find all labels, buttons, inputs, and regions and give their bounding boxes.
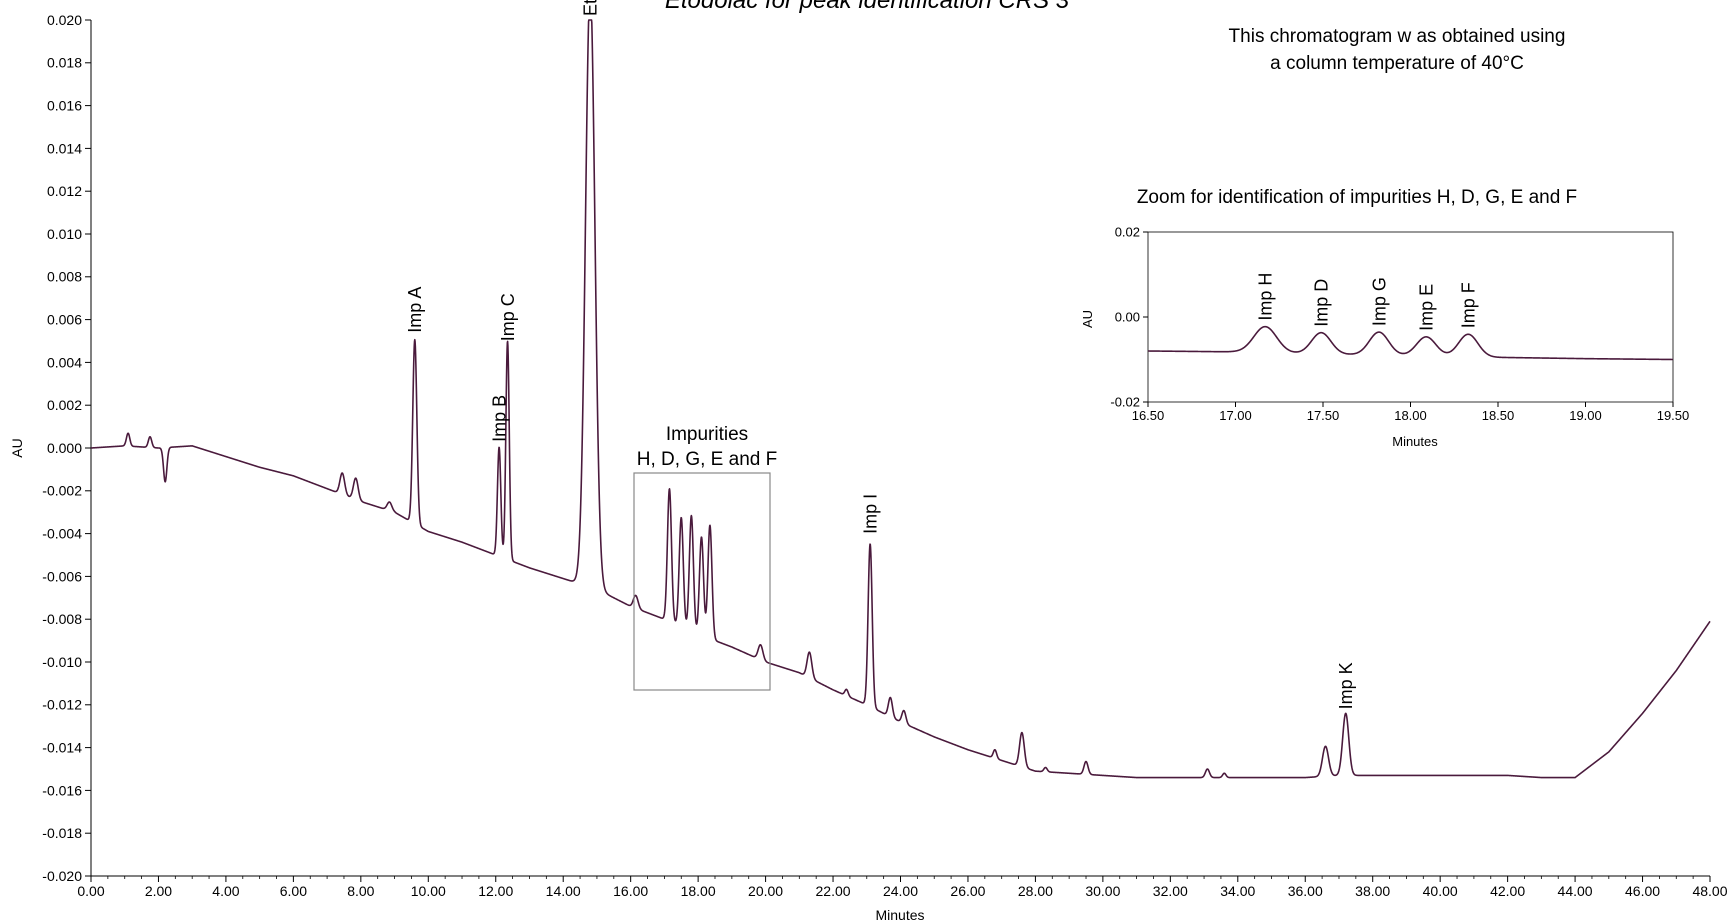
- main-y-tick-label: 0.000: [47, 440, 82, 456]
- main-peak-labels: Imp A Imp B Imp C Etodolac Imp I Imp K: [405, 0, 1356, 709]
- inset-peak-label: Imp E: [1417, 284, 1437, 331]
- main-y-tick-label: 0.014: [47, 140, 82, 156]
- inset-trace: [1147, 325, 1674, 361]
- main-x-tick-label: 34.00: [1220, 883, 1255, 899]
- main-x-tick-label: 40.00: [1423, 883, 1458, 899]
- inset-peak-label: Imp G: [1369, 277, 1389, 326]
- main-x-tick-label: 14.00: [546, 883, 581, 899]
- main-x-tick-label: 10.00: [411, 883, 446, 899]
- main-x-tick-label: 6.00: [280, 883, 307, 899]
- main-x-tick-label: 20.00: [748, 883, 783, 899]
- inset-x-tick-label: 17.00: [1219, 408, 1252, 423]
- x-axis-label: Minutes: [875, 907, 924, 923]
- impurities-group-label-line1: Impurities: [666, 424, 748, 445]
- main-peak-label: Imp A: [405, 287, 425, 333]
- main-x-tick-label: 24.00: [883, 883, 918, 899]
- inset-peak-labels: Imp H Imp D Imp G Imp E Imp F: [1256, 273, 1479, 331]
- main-x-tick-label: 36.00: [1288, 883, 1323, 899]
- main-x-tick-label: 2.00: [145, 883, 172, 899]
- main-x-tick-label: 46.00: [1625, 883, 1660, 899]
- main-peak-label: Imp B: [489, 395, 509, 442]
- main-y-tick-label: 0.008: [47, 269, 82, 285]
- y-axis-label: AU: [9, 438, 25, 457]
- main-x-tick-label: 48.00: [1692, 883, 1727, 899]
- method-note-line1: This chromatogram w as obtained using: [1229, 26, 1566, 47]
- main-y-tick-label: -0.016: [42, 782, 82, 798]
- main-y-tick-label: -0.002: [42, 483, 82, 499]
- chart-title: Etodolac for peak identification CRS 3: [665, 0, 1070, 14]
- inset-y-tick-label: 0.02: [1115, 225, 1140, 240]
- main-x-tick-label: 42.00: [1490, 883, 1525, 899]
- inset-y-tick-label: -0.02: [1110, 395, 1140, 410]
- method-note-line2: a column temperature of 40°C: [1270, 53, 1524, 74]
- main-x-tick-label: 18.00: [681, 883, 716, 899]
- inset-title: Zoom for identification of impurities H,…: [1137, 187, 1577, 208]
- inset-x-tick-label: 18.00: [1394, 408, 1427, 423]
- main-y-tick-label: 0.002: [47, 397, 82, 413]
- main-x-tick-label: 0.00: [77, 883, 104, 899]
- main-y-tick-label: 0.006: [47, 312, 82, 328]
- inset-peak-label: Imp F: [1459, 282, 1479, 328]
- impurities-group-label-line2: H, D, G, E and F: [637, 449, 777, 470]
- inset-x-tick-label: 18.50: [1482, 408, 1515, 423]
- main-x-tick-label: 38.00: [1355, 883, 1390, 899]
- main-x-tick-label: 32.00: [1153, 883, 1188, 899]
- inset-x-tick-label: 19.00: [1569, 408, 1602, 423]
- main-y-tick-label: 0.004: [47, 354, 82, 370]
- main-x-tick-label: 44.00: [1558, 883, 1593, 899]
- main-x-tick-label: 28.00: [1018, 883, 1053, 899]
- main-x-tick-label: 8.00: [347, 883, 374, 899]
- main-peak-label: Etodolac: [581, 0, 601, 16]
- main-y-tick-label: -0.010: [42, 654, 82, 670]
- inset-peak-label: Imp H: [1256, 273, 1276, 321]
- main-y-tick-label: 0.016: [47, 98, 82, 114]
- main-x-tick-label: 30.00: [1085, 883, 1120, 899]
- inset-frame: [1147, 231, 1674, 403]
- main-y-tick-label: -0.004: [42, 526, 82, 542]
- main-peak-label: Imp K: [1336, 662, 1356, 709]
- main-y-tick-label: 0.010: [47, 226, 82, 242]
- inset-axes: 16.50 17.00 17.50 18.00 18.50 19.00 19.50 -0.02…: [1110, 225, 1689, 423]
- main-series-line: [90, 19, 1711, 779]
- inset-series-line: [1147, 325, 1674, 361]
- inset-x-tick-label: 16.50: [1132, 408, 1165, 423]
- impurities-group-box: [633, 472, 771, 691]
- main-y-tick-label: -0.006: [42, 568, 82, 584]
- main-y-tick-label: -0.008: [42, 611, 82, 627]
- main-peak-label: Imp C: [498, 293, 518, 341]
- main-y-tick-label: 0.018: [47, 55, 82, 71]
- main-y-tick-label: -0.020: [42, 868, 82, 884]
- main-x-tick-label: 16.00: [613, 883, 648, 899]
- main-x-tick-label: 22.00: [816, 883, 851, 899]
- main-y-tick-label: 0.012: [47, 183, 82, 199]
- inset-peak-label: Imp D: [1312, 279, 1332, 327]
- main-axes: 0.00 2.00 4.00 6.00 8.00 10.00 12.00 14.00 16.00…: [42, 12, 1727, 899]
- main-x-tick-label: 12.00: [478, 883, 513, 899]
- inset-y-tick-label: 0.00: [1115, 310, 1140, 325]
- main-x-tick-label: 4.00: [212, 883, 239, 899]
- inset-x-tick-label: 17.50: [1307, 408, 1340, 423]
- main-y-tick-label: -0.012: [42, 697, 82, 713]
- main-y-tick-label: -0.014: [42, 740, 82, 756]
- main-y-tick-label: -0.018: [42, 825, 82, 841]
- main-y-tick-label: 0.020: [47, 12, 82, 28]
- main-peak-label: Imp I: [860, 494, 880, 534]
- inset-x-tick-label: 19.50: [1657, 408, 1690, 423]
- main-x-tick-label: 26.00: [950, 883, 985, 899]
- inset-y-axis-label: AU: [1080, 310, 1095, 328]
- inset-x-axis-label: Minutes: [1392, 434, 1438, 449]
- main-trace: [90, 19, 1711, 779]
